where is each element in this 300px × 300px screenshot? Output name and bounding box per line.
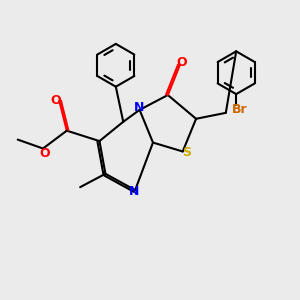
Text: O: O — [39, 147, 50, 161]
Text: S: S — [182, 146, 191, 160]
Text: O: O — [50, 94, 61, 107]
Text: N: N — [128, 185, 139, 198]
Text: N: N — [134, 101, 144, 114]
Text: Br: Br — [232, 103, 248, 116]
Text: O: O — [176, 56, 187, 69]
